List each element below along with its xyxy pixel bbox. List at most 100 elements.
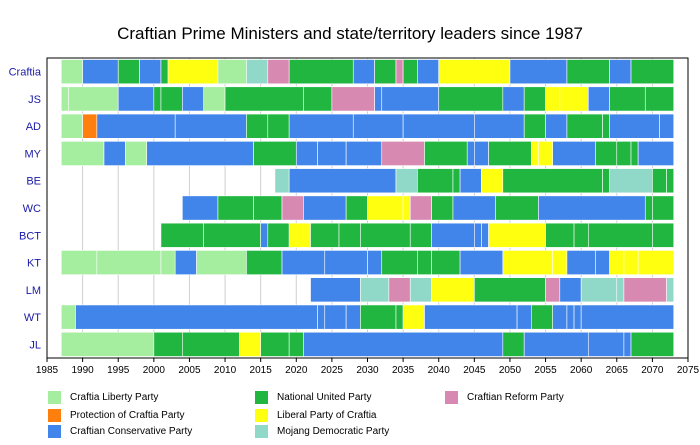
legend-item: Craftia Liberty Party bbox=[48, 391, 158, 404]
term-bar bbox=[168, 60, 218, 84]
term-bar bbox=[318, 141, 346, 165]
term-bar bbox=[439, 87, 503, 111]
term-bar bbox=[360, 278, 388, 302]
term-bar bbox=[218, 60, 246, 84]
x-axis: 1985 1990 1995 2000 2005 2010 2015 2020 2025 2030… bbox=[36, 358, 700, 376]
term-bar bbox=[303, 196, 346, 220]
term-bar bbox=[303, 332, 502, 356]
term-bar bbox=[424, 305, 517, 329]
legend-label: Liberal Party of Craftia bbox=[277, 410, 377, 421]
term-bar bbox=[667, 169, 674, 193]
term-bar bbox=[261, 223, 268, 247]
term-bar bbox=[282, 250, 325, 274]
row-label: Craftia bbox=[9, 67, 42, 79]
term-bar bbox=[204, 87, 225, 111]
term-bar bbox=[489, 223, 546, 247]
term-bar bbox=[339, 223, 360, 247]
term-bar bbox=[460, 250, 503, 274]
term-bar bbox=[254, 141, 297, 165]
term-bar bbox=[282, 196, 303, 220]
term-bar bbox=[125, 141, 146, 165]
term-bar bbox=[161, 60, 168, 84]
legend-item: Craftian Reform Party bbox=[445, 391, 564, 404]
term-bar bbox=[104, 141, 125, 165]
term-bar bbox=[204, 223, 261, 247]
term-bar bbox=[567, 60, 610, 84]
term-bar bbox=[275, 169, 289, 193]
term-bar bbox=[218, 196, 254, 220]
term-bar bbox=[538, 141, 552, 165]
term-bar bbox=[154, 332, 182, 356]
row-label: KT bbox=[27, 258, 41, 270]
term-bar bbox=[610, 250, 624, 274]
term-bar bbox=[489, 141, 532, 165]
term-bar bbox=[581, 278, 617, 302]
term-bar bbox=[68, 87, 118, 111]
row-label: BCT bbox=[19, 230, 41, 242]
legend-label: Craftia Liberty Party bbox=[70, 392, 158, 403]
term-bar bbox=[567, 114, 603, 138]
x-tick-label: 2040 bbox=[428, 365, 451, 376]
x-tick-label: 2075 bbox=[677, 365, 700, 376]
row-label: LM bbox=[26, 285, 41, 297]
term-bar bbox=[175, 250, 196, 274]
term-bar bbox=[61, 87, 68, 111]
x-tick-label: 1985 bbox=[36, 365, 59, 376]
term-bar bbox=[396, 60, 403, 84]
term-bar bbox=[289, 332, 303, 356]
term-bar bbox=[246, 250, 282, 274]
x-tick-label: 2020 bbox=[285, 365, 308, 376]
term-bar bbox=[268, 223, 289, 247]
term-bar bbox=[588, 87, 609, 111]
x-tick-label: 2035 bbox=[392, 365, 415, 376]
row-label: WT bbox=[24, 312, 41, 324]
term-bar bbox=[567, 305, 574, 329]
term-bar bbox=[631, 141, 638, 165]
term-bar bbox=[610, 114, 660, 138]
term-bar bbox=[311, 278, 361, 302]
term-bar bbox=[610, 169, 653, 193]
x-tick-label: 2000 bbox=[143, 365, 166, 376]
legend-label: National United Party bbox=[277, 392, 372, 403]
term-bar bbox=[645, 87, 673, 111]
term-bar bbox=[467, 141, 474, 165]
term-bar bbox=[424, 141, 467, 165]
term-bar bbox=[574, 223, 588, 247]
term-bar bbox=[97, 250, 161, 274]
term-bar bbox=[453, 196, 496, 220]
legend-swatch bbox=[48, 391, 61, 404]
term-bar bbox=[182, 196, 218, 220]
term-bar bbox=[624, 278, 667, 302]
term-bar bbox=[360, 305, 396, 329]
term-bar bbox=[524, 87, 545, 111]
term-bar bbox=[474, 114, 524, 138]
term-bar bbox=[417, 60, 438, 84]
x-tick-label: 2010 bbox=[214, 365, 237, 376]
legend-label: Craftian Reform Party bbox=[467, 392, 564, 403]
term-bar bbox=[403, 305, 424, 329]
legend-label: Protection of Craftia Party bbox=[70, 410, 185, 421]
term-bar bbox=[97, 114, 175, 138]
term-bar bbox=[239, 332, 260, 356]
row-label: WC bbox=[23, 203, 41, 215]
row-label: MY bbox=[25, 148, 42, 160]
term-bar bbox=[311, 223, 339, 247]
term-bar bbox=[588, 223, 652, 247]
term-bar bbox=[567, 250, 595, 274]
legend-swatch bbox=[255, 409, 268, 422]
term-bar bbox=[553, 305, 567, 329]
x-tick-label: 1995 bbox=[107, 365, 130, 376]
term-bar bbox=[617, 141, 631, 165]
term-bar bbox=[524, 114, 545, 138]
term-bar bbox=[624, 332, 631, 356]
term-bar bbox=[638, 250, 674, 274]
term-bar bbox=[645, 196, 652, 220]
term-bar bbox=[161, 250, 175, 274]
term-bar bbox=[652, 169, 666, 193]
timeline-row bbox=[61, 332, 674, 356]
term-bar bbox=[546, 87, 560, 111]
x-tick-label: 1990 bbox=[71, 365, 94, 376]
term-bar bbox=[61, 305, 75, 329]
term-bar bbox=[417, 250, 431, 274]
term-bar bbox=[318, 305, 325, 329]
